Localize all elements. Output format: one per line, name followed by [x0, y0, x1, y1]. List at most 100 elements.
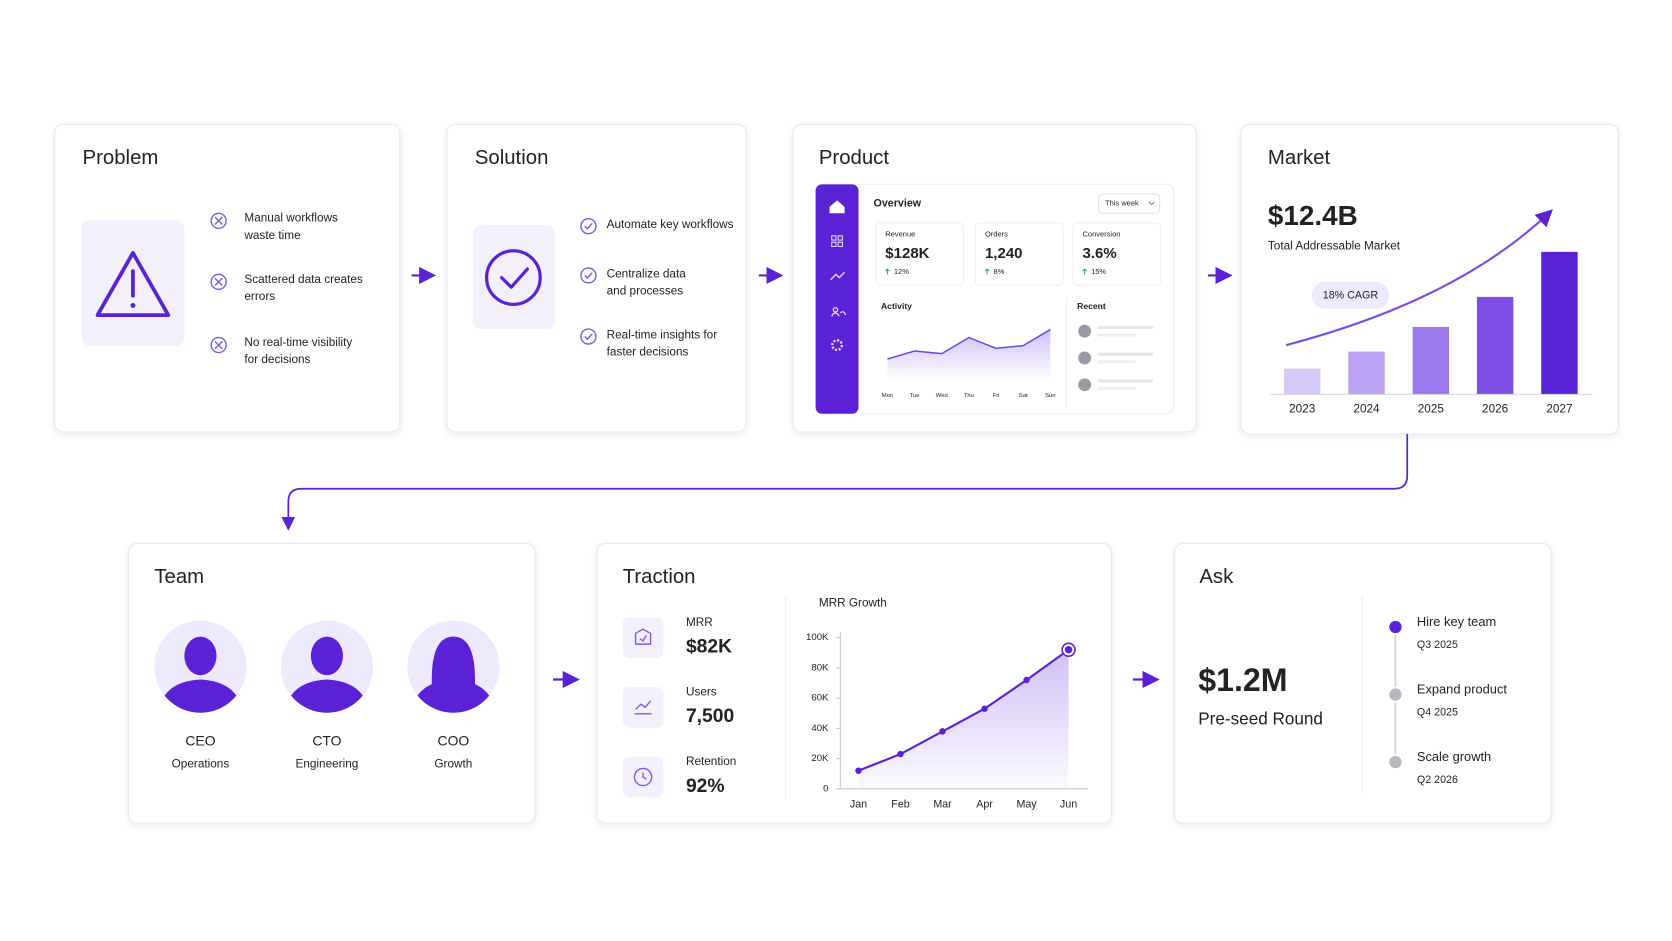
activity-day: Thu: [964, 393, 974, 399]
recent-line: [1097, 325, 1154, 330]
metric-label: Retention: [686, 755, 736, 768]
problem-item: Manual workflows: [244, 212, 338, 225]
settings-icon: [831, 339, 844, 352]
card-title: Ask: [1199, 566, 1234, 588]
head: [310, 636, 343, 676]
mrr-point: [1023, 676, 1030, 684]
dashboard-panel: [815, 183, 1175, 415]
kpi-label: Conversion: [1083, 230, 1121, 239]
milestone-label: Scale growth: [1417, 749, 1491, 764]
ask-amount: $1.2M: [1198, 662, 1287, 698]
kpi-label: Orders: [985, 230, 1008, 239]
milestone-date: Q2 2026: [1417, 774, 1458, 786]
row-connector: [281, 434, 1409, 531]
x-tick-label: Jan: [850, 799, 867, 811]
metric-icon-box: [622, 617, 664, 659]
metric-icon: [633, 767, 653, 787]
recent-line: [1097, 379, 1154, 383]
recent-avatar: [1078, 378, 1092, 392]
kpi-up-arrow: [884, 268, 890, 275]
metric-value: 7,500: [686, 706, 734, 727]
kpi-value: 1,240: [985, 245, 1023, 262]
warning-icon: [95, 251, 171, 317]
solution-item: Real-time insights for: [607, 329, 718, 342]
market-bar: [1412, 326, 1450, 395]
activity-day: Wed: [936, 393, 948, 399]
trend-icon: [830, 271, 846, 281]
card-title: Traction: [623, 566, 696, 588]
chart-title: MRR Growth: [819, 597, 887, 610]
kpi-box: [974, 222, 1064, 286]
cagr-badge: [1311, 281, 1390, 309]
market-bar: [1283, 368, 1321, 395]
x-icon: [210, 273, 227, 291]
x-icon: [210, 336, 227, 354]
y-tick-label: 80K: [811, 662, 829, 673]
solution-item: Automate key workflows: [607, 218, 734, 231]
recent-avatar: [1078, 351, 1092, 365]
mrr-point: [1064, 646, 1073, 654]
x-tick-label: Mar: [933, 799, 952, 811]
check-icon-mark: [584, 272, 593, 280]
milestone-date: Q4 2025: [1417, 707, 1458, 719]
y-tick-label: 100K: [806, 632, 829, 643]
activity-line: [887, 328, 1051, 360]
activity-area: [887, 329, 1051, 378]
metric-icon: [634, 628, 652, 645]
recent-line: [1097, 352, 1154, 356]
users-icon: [831, 306, 847, 317]
market-bar: [1348, 351, 1385, 395]
milestone-dot: [1387, 619, 1404, 635]
activity-day: Fri: [993, 393, 1000, 399]
metric-label: MRR: [686, 616, 713, 629]
kpi-up-arrow: [984, 268, 990, 275]
home-icon: [829, 200, 845, 214]
metric-icon: [634, 700, 652, 715]
solution-item: Centralize data: [607, 267, 687, 280]
market-label: Total Addressable Market: [1268, 240, 1401, 253]
icon-box: [472, 225, 556, 330]
solution-item: faster decisions: [607, 346, 689, 359]
metric-icon-box: [622, 686, 664, 728]
check-icon: [580, 267, 597, 284]
activity-day: Tue: [910, 393, 920, 399]
warning-dot: [130, 302, 136, 308]
kpi-change: 15%: [1091, 267, 1106, 276]
x-icon-mark: [214, 216, 223, 226]
filter-pill: [1098, 193, 1161, 214]
activity-day: Sat: [1019, 393, 1028, 399]
member-role: COO: [438, 732, 470, 748]
year-label: 2023: [1289, 403, 1316, 416]
grid-icon: [831, 235, 843, 248]
year-label: 2025: [1418, 403, 1445, 416]
metric-label: Users: [686, 685, 717, 698]
solution-card: [446, 123, 747, 433]
milestone-dot: [1387, 754, 1404, 770]
check-icon: [580, 217, 597, 235]
sidebar: [815, 184, 859, 414]
metric-value: $82K: [686, 636, 732, 657]
check-circle: [485, 249, 542, 306]
problem-card: [54, 123, 401, 433]
x-tick-label: May: [1016, 799, 1037, 811]
member-role: CEO: [185, 732, 215, 748]
y-tick-label: 40K: [811, 723, 829, 734]
check-icon-mark: [584, 333, 593, 341]
market-value: $12.4B: [1268, 200, 1358, 231]
problem-item: waste time: [243, 229, 301, 242]
filter-caret: [1148, 201, 1155, 206]
kpi-box: [875, 222, 965, 286]
member-area: Engineering: [296, 757, 359, 770]
check-mark: [500, 267, 529, 289]
card-title: Market: [1268, 147, 1331, 169]
kpi-box: [1072, 222, 1162, 286]
problem-item: for decisions: [244, 353, 310, 366]
milestone-dot: [1387, 686, 1404, 703]
recent-line: [1097, 333, 1137, 337]
x-tick-label: Feb: [891, 799, 909, 811]
recent-title: Recent: [1077, 301, 1106, 311]
member-area: Operations: [172, 757, 230, 770]
x-icon-mark: [214, 340, 223, 350]
